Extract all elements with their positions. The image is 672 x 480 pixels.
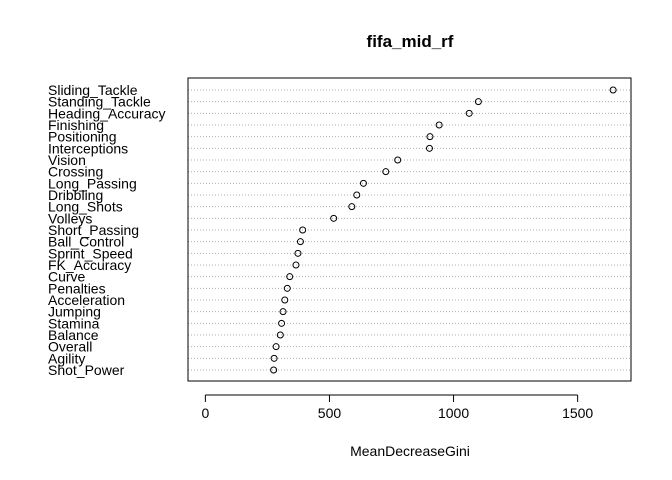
data-point — [294, 249, 302, 257]
category-label: Positioning — [48, 129, 117, 145]
data-point — [359, 179, 367, 187]
data-point — [279, 308, 287, 316]
data-point — [465, 109, 473, 117]
data-point — [296, 238, 304, 246]
category-label: Finishing — [48, 117, 104, 133]
data-point — [348, 203, 356, 211]
category-label: Ball_Control — [48, 234, 124, 250]
data-point — [278, 319, 286, 327]
data-point — [353, 191, 361, 199]
category-label: Heading_Accuracy — [48, 105, 166, 121]
category-label: Volleys — [48, 210, 92, 226]
category-labels: Sliding_TackleStanding_TackleHeading_Acc… — [48, 82, 166, 378]
x-axis: 0 500 1000 1500 — [201, 394, 593, 421]
category-label: Sprint_Speed — [48, 245, 133, 261]
x-axis-label: MeanDecreaseGini — [350, 443, 470, 459]
data-point — [426, 133, 434, 141]
category-label: Crossing — [48, 164, 103, 180]
data-point — [609, 86, 617, 94]
data-point — [272, 343, 280, 351]
category-label: Penalties — [48, 280, 106, 296]
category-label: Shot_Power — [48, 362, 125, 378]
x-tick-label: 1500 — [562, 405, 593, 421]
chart-title: fifa_mid_rf — [367, 32, 454, 51]
category-label: Interceptions — [48, 140, 128, 156]
category-label: Jumping — [48, 304, 101, 320]
grid-lines — [188, 89, 631, 371]
plot-box — [187, 77, 632, 382]
data-point — [435, 121, 443, 129]
x-tick-label: 1000 — [438, 405, 469, 421]
x-tick-label: 500 — [318, 405, 342, 421]
category-label: Overall — [48, 339, 92, 355]
data-points — [270, 86, 617, 374]
data-point — [270, 366, 278, 374]
category-label: Sliding_Tackle — [48, 82, 138, 98]
category-label: Dribbling — [48, 187, 103, 203]
category-label: Curve — [48, 269, 86, 285]
category-label: Standing_Tackle — [48, 94, 151, 110]
data-point — [270, 354, 278, 362]
data-point — [276, 331, 284, 339]
data-point — [286, 273, 294, 281]
category-label: Stamina — [48, 315, 100, 331]
category-label: Acceleration — [48, 292, 125, 308]
category-label: Long_Passing — [48, 175, 137, 191]
data-point — [281, 296, 289, 304]
data-point — [425, 144, 433, 152]
category-label: Vision — [48, 152, 86, 168]
data-point — [299, 226, 307, 234]
data-point — [330, 214, 338, 222]
data-point — [382, 168, 390, 176]
data-point — [283, 284, 291, 292]
data-point — [394, 156, 402, 164]
category-label: Long_Shots — [48, 199, 123, 215]
category-label: Short_Passing — [48, 222, 139, 238]
category-label: FK_Accuracy — [48, 257, 131, 273]
data-point — [292, 261, 300, 269]
category-label: Agility — [48, 350, 85, 366]
data-point — [474, 98, 482, 106]
category-label: Balance — [48, 327, 99, 343]
x-tick-label: 0 — [201, 405, 209, 421]
